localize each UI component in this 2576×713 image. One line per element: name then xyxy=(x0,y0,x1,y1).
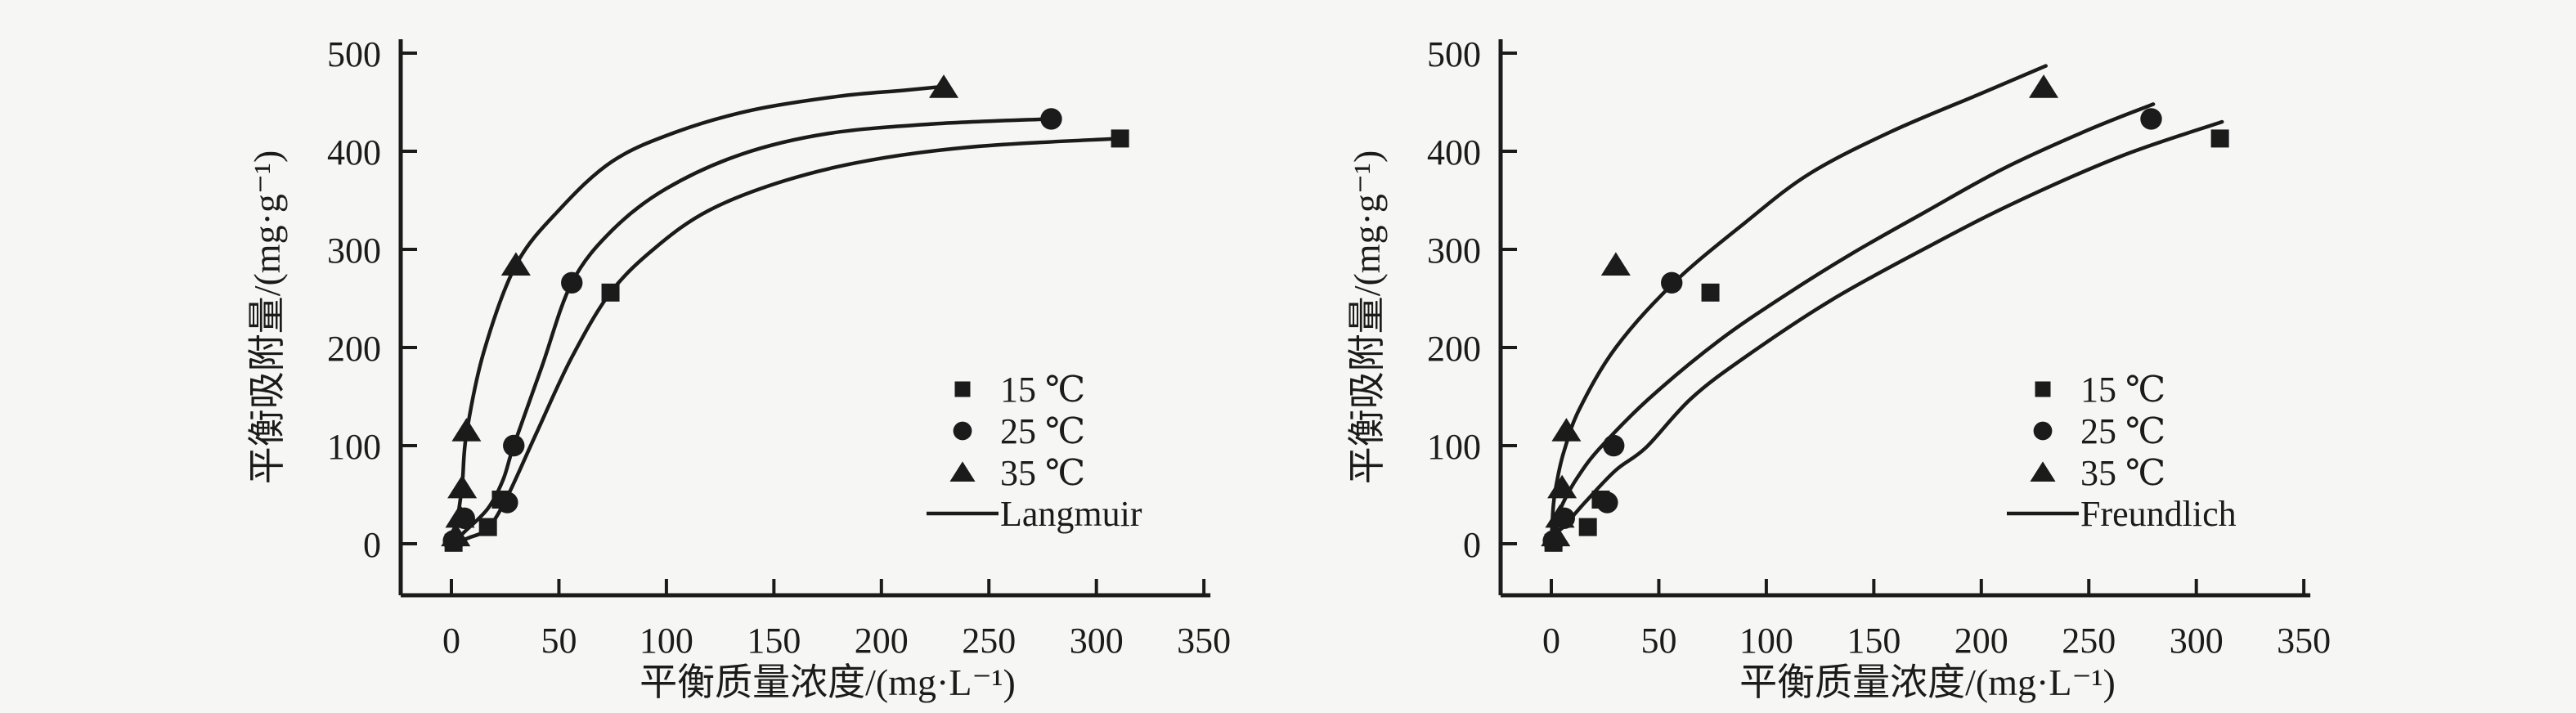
y-tick-label: 200 xyxy=(1427,329,1481,369)
legend-triangle-marker xyxy=(2030,461,2056,482)
data-point-circle-marker xyxy=(1603,434,1625,457)
x-tick-label: 100 xyxy=(640,621,693,661)
x-tick-label: 50 xyxy=(541,621,577,661)
data-point-square-marker xyxy=(478,518,497,536)
y-tick-label: 0 xyxy=(363,525,381,565)
y-tick-label: 400 xyxy=(327,132,381,173)
data-point-square-marker xyxy=(601,283,620,302)
legend-square-marker xyxy=(954,381,971,397)
data-point-triangle-marker xyxy=(500,252,531,276)
data-point-circle-marker xyxy=(496,491,518,513)
x-axis-title: 平衡质量浓度/(mg·L⁻¹) xyxy=(1739,661,2116,703)
freundlich-isotherm-chart: 0 50 100 150 200 250 300 350 0 100 200 300 400 500 平衡质… xyxy=(1346,34,2331,703)
legend-square-marker xyxy=(2035,381,2051,397)
y-tick-label: 100 xyxy=(327,427,381,467)
x-tick-label: 150 xyxy=(747,621,801,661)
data-point-triangle-marker xyxy=(445,504,475,528)
x-tick-label: 300 xyxy=(2170,621,2224,661)
data-point-triangle-marker xyxy=(1541,522,1571,547)
y-tick-label: 300 xyxy=(1427,231,1481,271)
data-point-square-marker xyxy=(1701,283,1720,302)
x-axis-title: 平衡质量浓度/(mg·L⁻¹) xyxy=(640,661,1016,703)
legend-label-fit-model: Langmuir xyxy=(1000,494,1142,534)
data-point-square-marker xyxy=(1111,129,1129,148)
legend-label-15c: 15 ℃ xyxy=(2080,370,2165,410)
legend-label-35c: 35 ℃ xyxy=(1000,453,1085,493)
data-point-triangle-marker xyxy=(1547,474,1577,499)
y-tick-label: 300 xyxy=(327,231,381,271)
x-tick-label: 350 xyxy=(2277,621,2331,661)
x-tick-label: 200 xyxy=(1954,621,2008,661)
data-point-circle-marker xyxy=(2140,108,2162,130)
data-point-triangle-marker xyxy=(929,74,959,98)
data-point-circle-marker xyxy=(1661,271,1683,294)
y-tick-label: 0 xyxy=(1463,525,1481,565)
legend-circle-marker xyxy=(953,421,972,441)
data-point-triangle-marker xyxy=(1600,252,1631,276)
x-tick-label: 0 xyxy=(1542,621,1560,661)
data-point-square-marker xyxy=(2210,129,2229,148)
fit-curve-35c xyxy=(449,84,946,546)
data-point-triangle-marker xyxy=(451,418,482,442)
y-tick-label: 500 xyxy=(327,34,381,74)
legend-label-fit-model: Freundlich xyxy=(2080,494,2237,534)
y-tick-label: 400 xyxy=(1427,132,1481,173)
fit-curve-15c xyxy=(1549,119,2224,546)
legend-label-25c: 25 ℃ xyxy=(2080,411,2165,451)
y-axis-title: 平衡吸附量/(mg·g⁻¹) xyxy=(246,150,288,485)
data-point-circle-marker xyxy=(503,434,525,457)
data-point-triangle-marker xyxy=(1545,504,1575,528)
data-point-triangle-marker xyxy=(447,474,478,499)
legend-label-15c: 15 ℃ xyxy=(1000,370,1085,410)
data-point-circle-marker xyxy=(1596,491,1618,513)
x-tick-label: 250 xyxy=(2062,621,2116,661)
y-tick-label: 200 xyxy=(327,329,381,369)
x-tick-label: 50 xyxy=(1640,621,1676,661)
y-tick-label: 500 xyxy=(1427,34,1481,74)
legend-label-25c: 25 ℃ xyxy=(1000,411,1085,451)
legend-circle-marker xyxy=(2033,421,2053,441)
fit-curve-25c xyxy=(1549,102,2156,546)
legend-triangle-marker xyxy=(949,461,976,482)
data-point-triangle-marker xyxy=(441,522,471,547)
data-point-circle-marker xyxy=(1040,108,1062,130)
x-tick-label: 250 xyxy=(962,621,1016,661)
x-tick-label: 300 xyxy=(1070,621,1124,661)
x-tick-label: 150 xyxy=(1847,621,1901,661)
langmuir-isotherm-chart: 0 50 100 150 200 250 300 350 0 100 200 300 400 500 平衡质… xyxy=(246,34,1231,703)
legend-label-35c: 35 ℃ xyxy=(2080,453,2165,493)
x-tick-label: 350 xyxy=(1177,621,1231,661)
fit-curve-35c xyxy=(1549,64,2048,546)
data-point-square-marker xyxy=(1578,518,1597,536)
x-tick-label: 100 xyxy=(1739,621,1793,661)
data-point-circle-marker xyxy=(561,271,583,294)
y-axis-title: 平衡吸附量/(mg·g⁻¹) xyxy=(1346,150,1388,485)
data-point-triangle-marker xyxy=(1551,418,1582,442)
data-point-triangle-marker xyxy=(2029,74,2059,98)
x-tick-label: 200 xyxy=(855,621,909,661)
x-tick-label: 0 xyxy=(442,621,460,661)
y-tick-label: 100 xyxy=(1427,427,1481,467)
